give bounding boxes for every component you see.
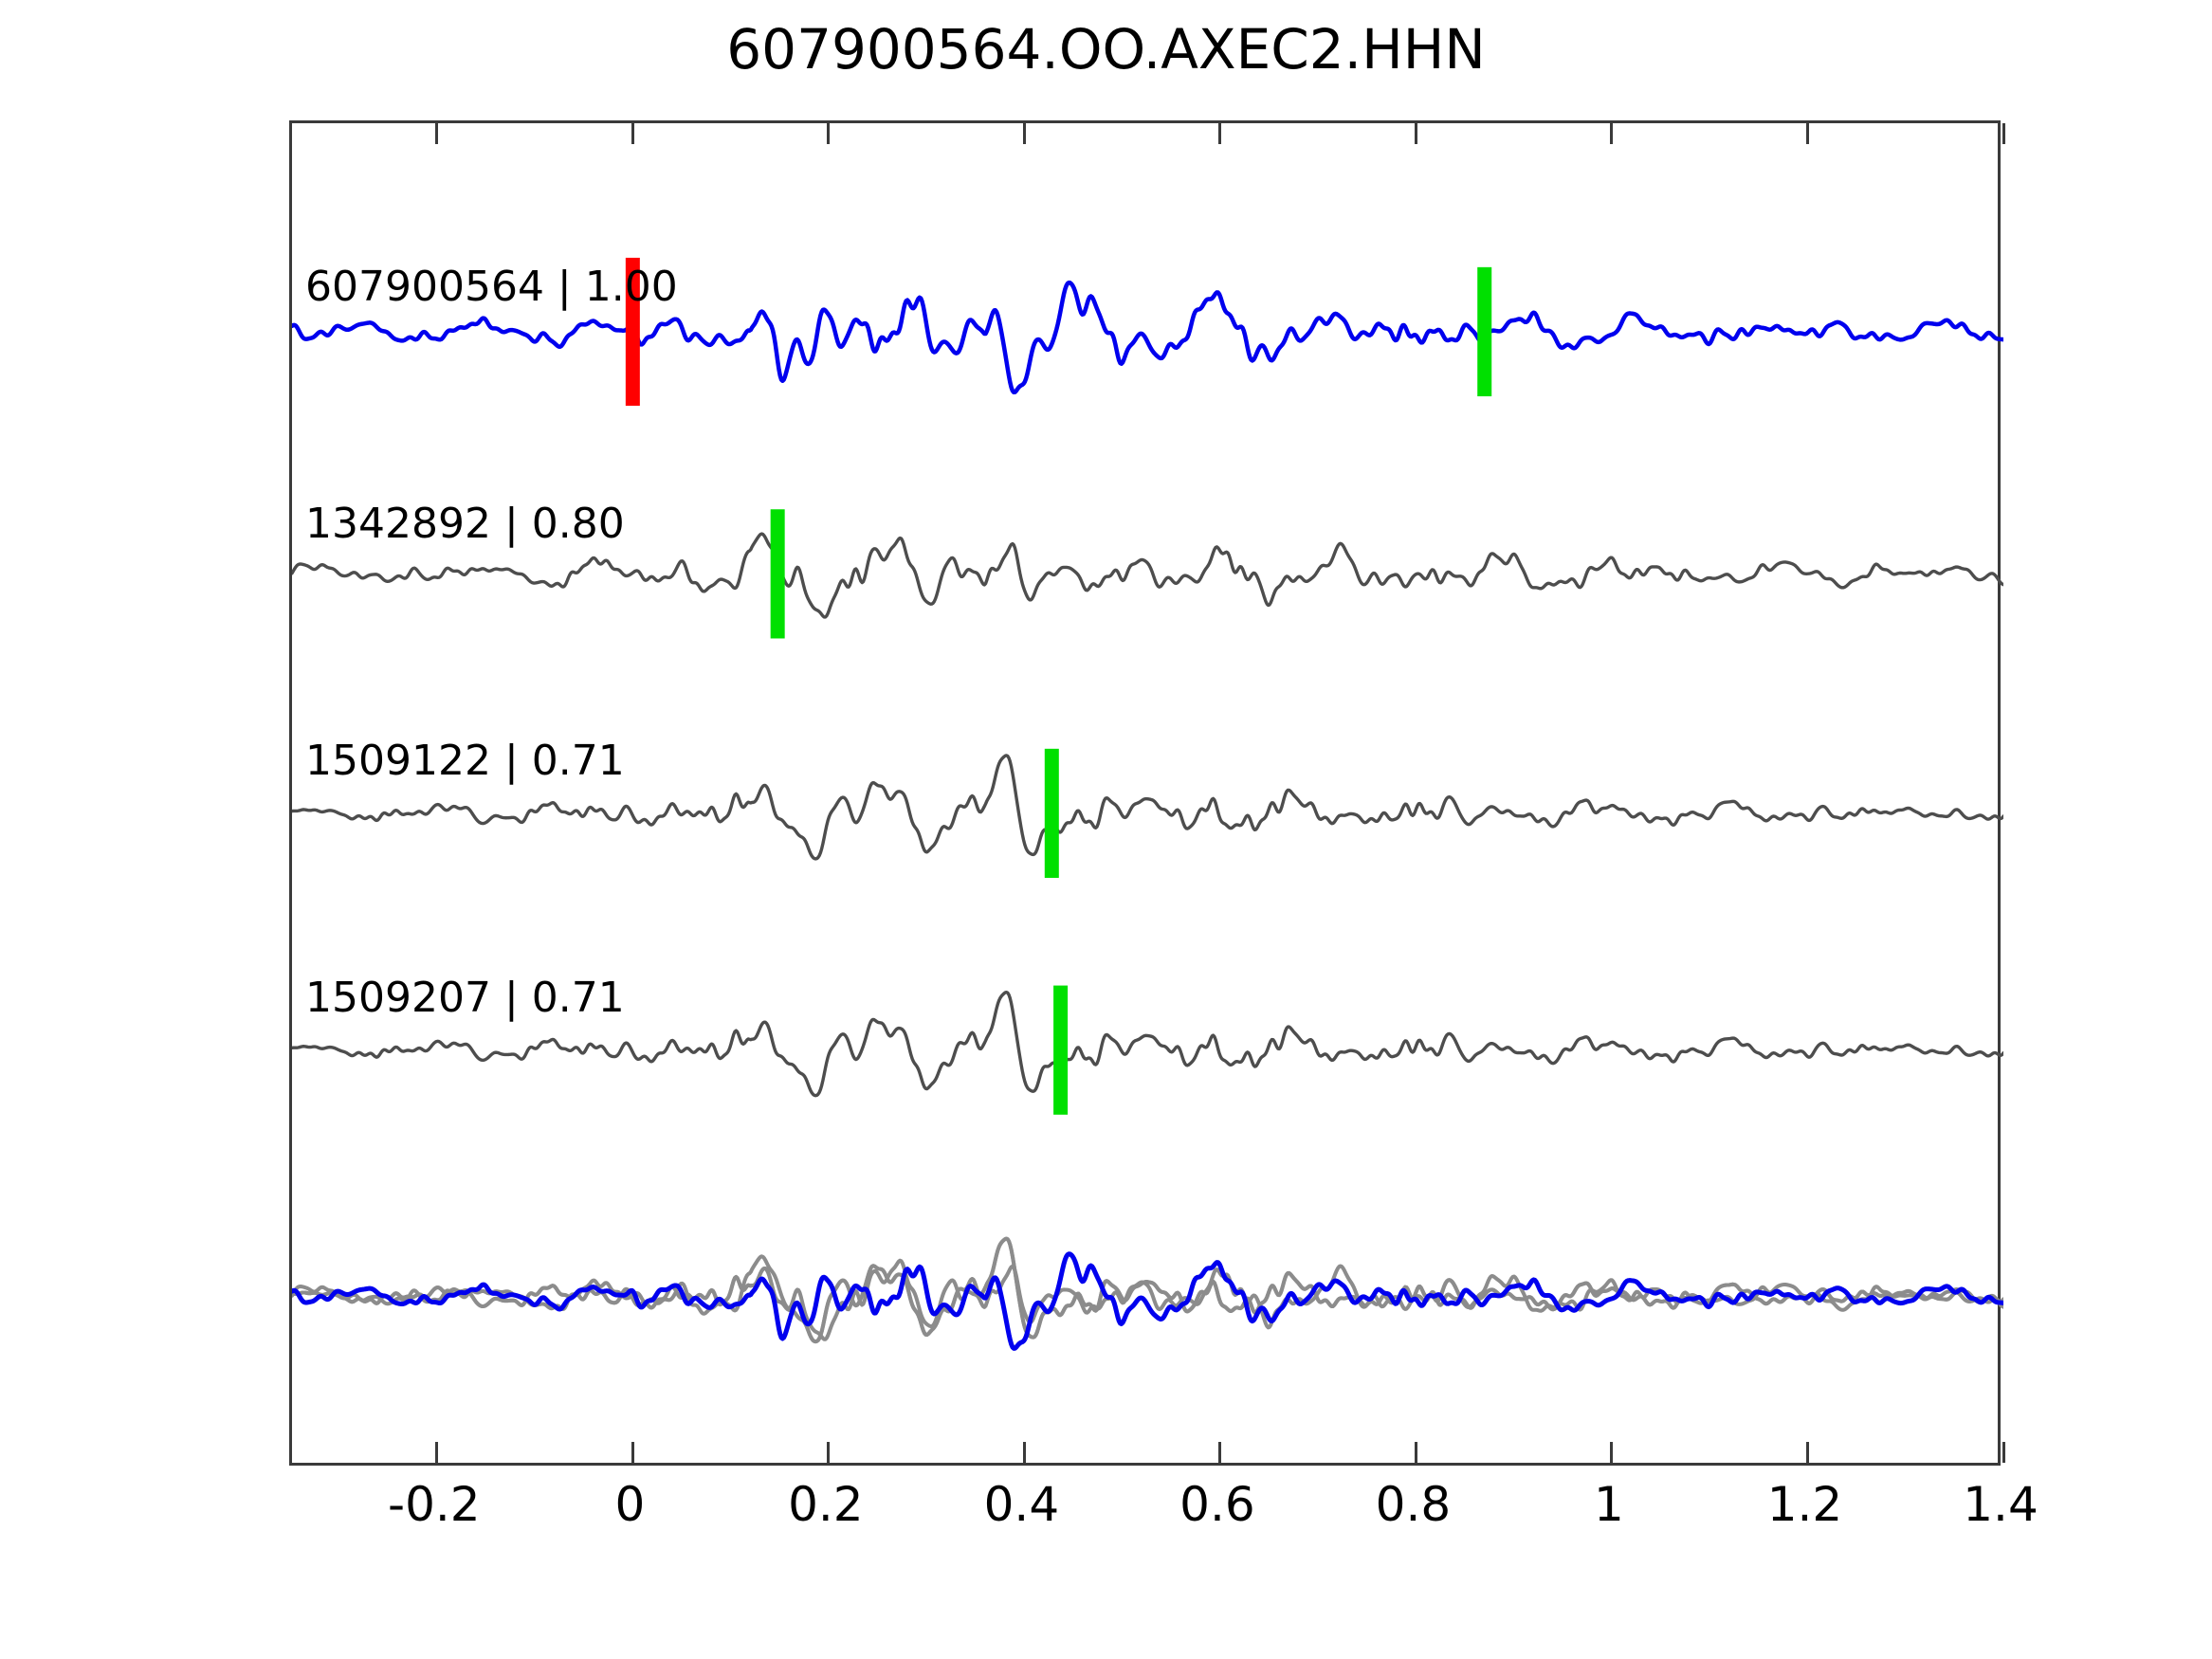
waveform-trace [292, 532, 2003, 619]
x-tick-mark [827, 1442, 831, 1463]
x-tick-mark [1218, 1442, 1222, 1463]
x-tick-mark-top [1610, 123, 1614, 144]
x-tick-label: 0.8 [1375, 1477, 1452, 1532]
trace-label: 1509122 | 0.71 [305, 737, 625, 785]
x-tick-mark-top [1022, 123, 1026, 144]
pick-marker-red [625, 257, 640, 406]
pick-marker-green [1044, 748, 1059, 879]
x-tick-mark-top [435, 123, 439, 144]
overlay-waveform-trace [292, 1251, 2003, 1351]
overlay-waveform-trace [292, 1236, 2003, 1344]
x-tick-mark [1610, 1442, 1614, 1463]
waveform-canvas [292, 257, 2003, 1351]
x-tick-mark [2002, 1442, 2005, 1463]
x-tick-mark-top [1414, 123, 1417, 144]
x-tick-mark [1022, 1442, 1026, 1463]
x-tick-label: -0.2 [388, 1477, 481, 1532]
x-tick-mark-top [1218, 123, 1222, 144]
x-tick-label: 0.2 [788, 1477, 864, 1532]
x-tick-label: 0 [614, 1477, 646, 1532]
waveform-trace [292, 990, 2003, 1098]
x-tick-mark-top [827, 123, 831, 144]
x-tick-mark [631, 1442, 634, 1463]
x-tick-mark [1414, 1442, 1417, 1463]
x-tick-mark-top [631, 123, 634, 144]
page-title: 607900564.OO.AXEC2.HHN [726, 17, 1486, 82]
x-tick-mark-top [1805, 123, 1809, 144]
waveform-trace [292, 280, 2003, 395]
x-axis-tick-labels: -0.2 0 0.2 0.4 0.6 0.8 1 1.2 1.4 [289, 1477, 2038, 1543]
x-tick-label: 1 [1594, 1477, 1624, 1532]
x-tick-label: 1.2 [1766, 1477, 1843, 1532]
x-tick-label: 0.4 [983, 1477, 1060, 1532]
pick-marker-green [1053, 985, 1069, 1115]
x-tick-mark [1805, 1442, 1809, 1463]
trace-label: 1509207 | 0.71 [305, 974, 625, 1022]
x-tick-mark [435, 1442, 439, 1463]
trace-label: 1342892 | 0.80 [305, 500, 625, 548]
plot-area [289, 120, 2005, 1466]
waveform-trace [292, 754, 2003, 861]
x-tick-mark-top [2002, 123, 2005, 144]
trace-label: 607900564 | 1.00 [305, 263, 678, 311]
pick-marker-green [1477, 266, 1492, 397]
x-tick-label: 1.4 [1963, 1477, 2038, 1532]
x-tick-label: 0.6 [1179, 1477, 1255, 1532]
pick-marker-green [770, 509, 785, 639]
